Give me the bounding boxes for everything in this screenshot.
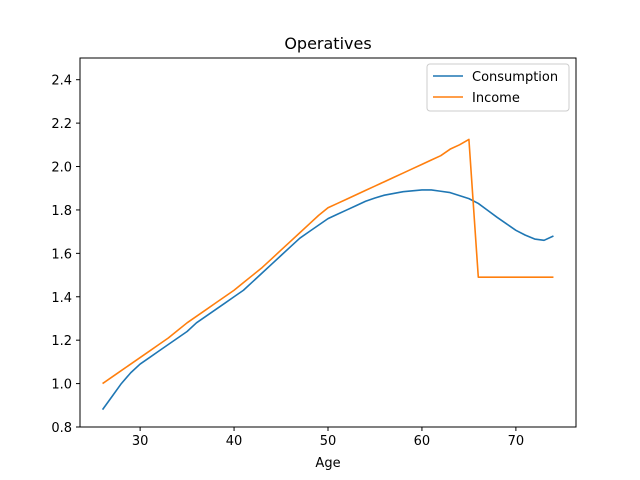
y-tick-label: 1.8	[51, 204, 72, 219]
series-line-consumption	[101, 189, 554, 411]
x-tick-label: 70	[508, 434, 525, 449]
chart-title: Operatives	[284, 34, 371, 53]
legend-label-income: Income	[472, 91, 520, 106]
series-line-income	[102, 138, 554, 385]
legend-label-consumption: Consumption	[472, 70, 558, 85]
x-tick-label: 40	[226, 434, 243, 449]
y-tick-label: 1.4	[51, 291, 72, 306]
y-tick-label: 1.0	[51, 378, 72, 393]
legend: Consumption Income	[426, 63, 570, 112]
x-tick-label: 50	[320, 434, 337, 449]
y-tick-label: 2.0	[51, 161, 72, 176]
y-tick-label: 1.6	[51, 247, 72, 262]
x-tick-label: 60	[414, 434, 431, 449]
y-tick-label: 0.8	[51, 421, 72, 436]
y-tick-label: 2.4	[51, 74, 72, 89]
x-axis-label: Age	[315, 456, 340, 471]
x-tick-label: 30	[132, 434, 149, 449]
y-tick-label: 2.2	[51, 117, 72, 132]
y-tick-label: 1.2	[51, 334, 72, 349]
